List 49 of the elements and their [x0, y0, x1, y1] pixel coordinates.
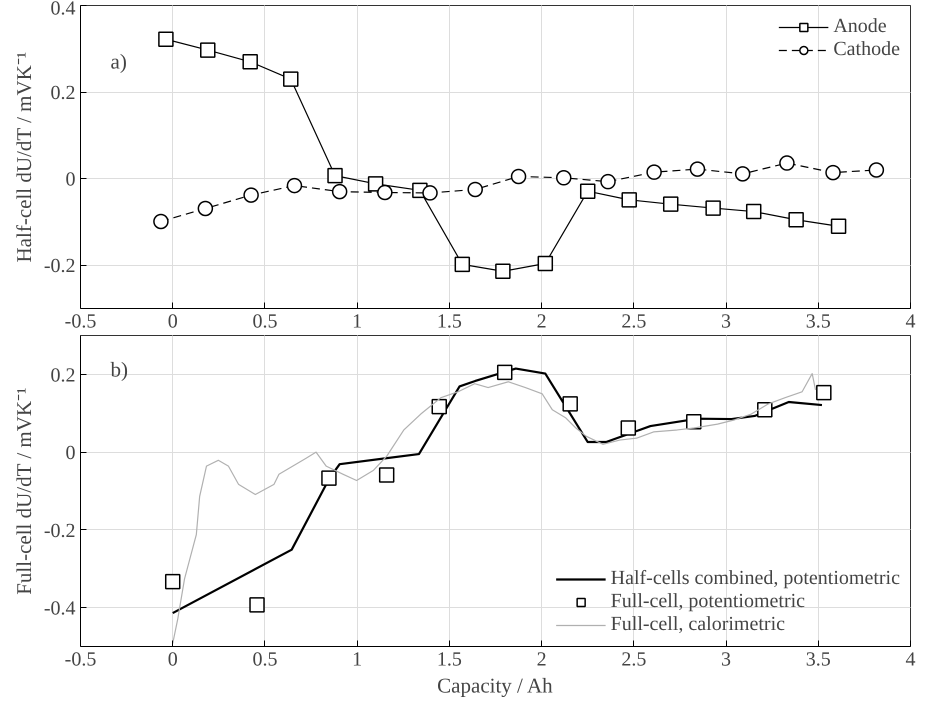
annotation: a): [110, 50, 127, 74]
x-tick-label: 0.5: [252, 648, 278, 670]
x-tick-label: 3.5: [806, 310, 831, 332]
point: [431, 398, 447, 414]
x-tick-label: 4: [906, 310, 916, 332]
point: [757, 402, 773, 418]
point: [164, 574, 180, 590]
point: [496, 364, 512, 380]
y-tick-label: 0.4: [50, 0, 76, 20]
point: [321, 470, 337, 486]
y-tick-label: 0: [66, 168, 76, 191]
x-tick-label: 0.5: [252, 310, 278, 332]
x-tick-label: 1.5: [436, 648, 462, 670]
x-tick-label: 1: [352, 648, 362, 670]
legend-label: Cathode: [833, 38, 900, 61]
annotation: b): [110, 358, 128, 382]
legend-label: Half-cells combined, potentiometric: [610, 567, 900, 590]
x-tick-label: 4: [906, 648, 916, 670]
point: [686, 414, 702, 430]
x-tick-label: 1: [352, 310, 362, 332]
legend-label: Full-cell, calorimetric: [610, 613, 786, 636]
legend-label: Full-cell, potentiometric: [610, 590, 806, 613]
y-axis-title: Full-cell dU/dT / mVK⁻¹: [12, 388, 36, 595]
x-tick-label: 2.5: [621, 310, 646, 332]
y-tick-label: 0: [66, 442, 76, 464]
x-tick-label: 3.5: [806, 648, 831, 670]
x-tick-label: 0: [168, 648, 178, 670]
x-tick-label: 1.5: [436, 310, 462, 332]
y-tick-label: 0.2: [50, 82, 76, 104]
point: [620, 420, 636, 436]
y-axis-title: Half-cell dU/dT / mVK⁻¹: [12, 52, 36, 262]
y-tick-label: -0.2: [44, 255, 76, 278]
x-tick-label: -0.5: [64, 648, 96, 670]
legend-label: Anode: [833, 15, 887, 38]
x-tick-label: 2.5: [621, 648, 646, 670]
point: [816, 384, 832, 400]
x-axis-title: Capacity / Ah: [437, 674, 554, 698]
point: [562, 396, 578, 412]
y-tick-label: -0.2: [44, 520, 76, 542]
x-tick-label: 0: [168, 310, 178, 332]
point: [249, 597, 265, 613]
x-tick-label: 3: [721, 310, 732, 332]
y-tick-label: -0.4: [44, 598, 76, 620]
point: [378, 467, 394, 483]
x-tick-label: 2: [536, 310, 547, 332]
x-tick-label: -0.5: [64, 310, 96, 332]
y-tick-label: 0.2: [50, 364, 76, 386]
x-tick-label: 3: [721, 648, 732, 670]
x-tick-label: 2: [536, 648, 547, 670]
